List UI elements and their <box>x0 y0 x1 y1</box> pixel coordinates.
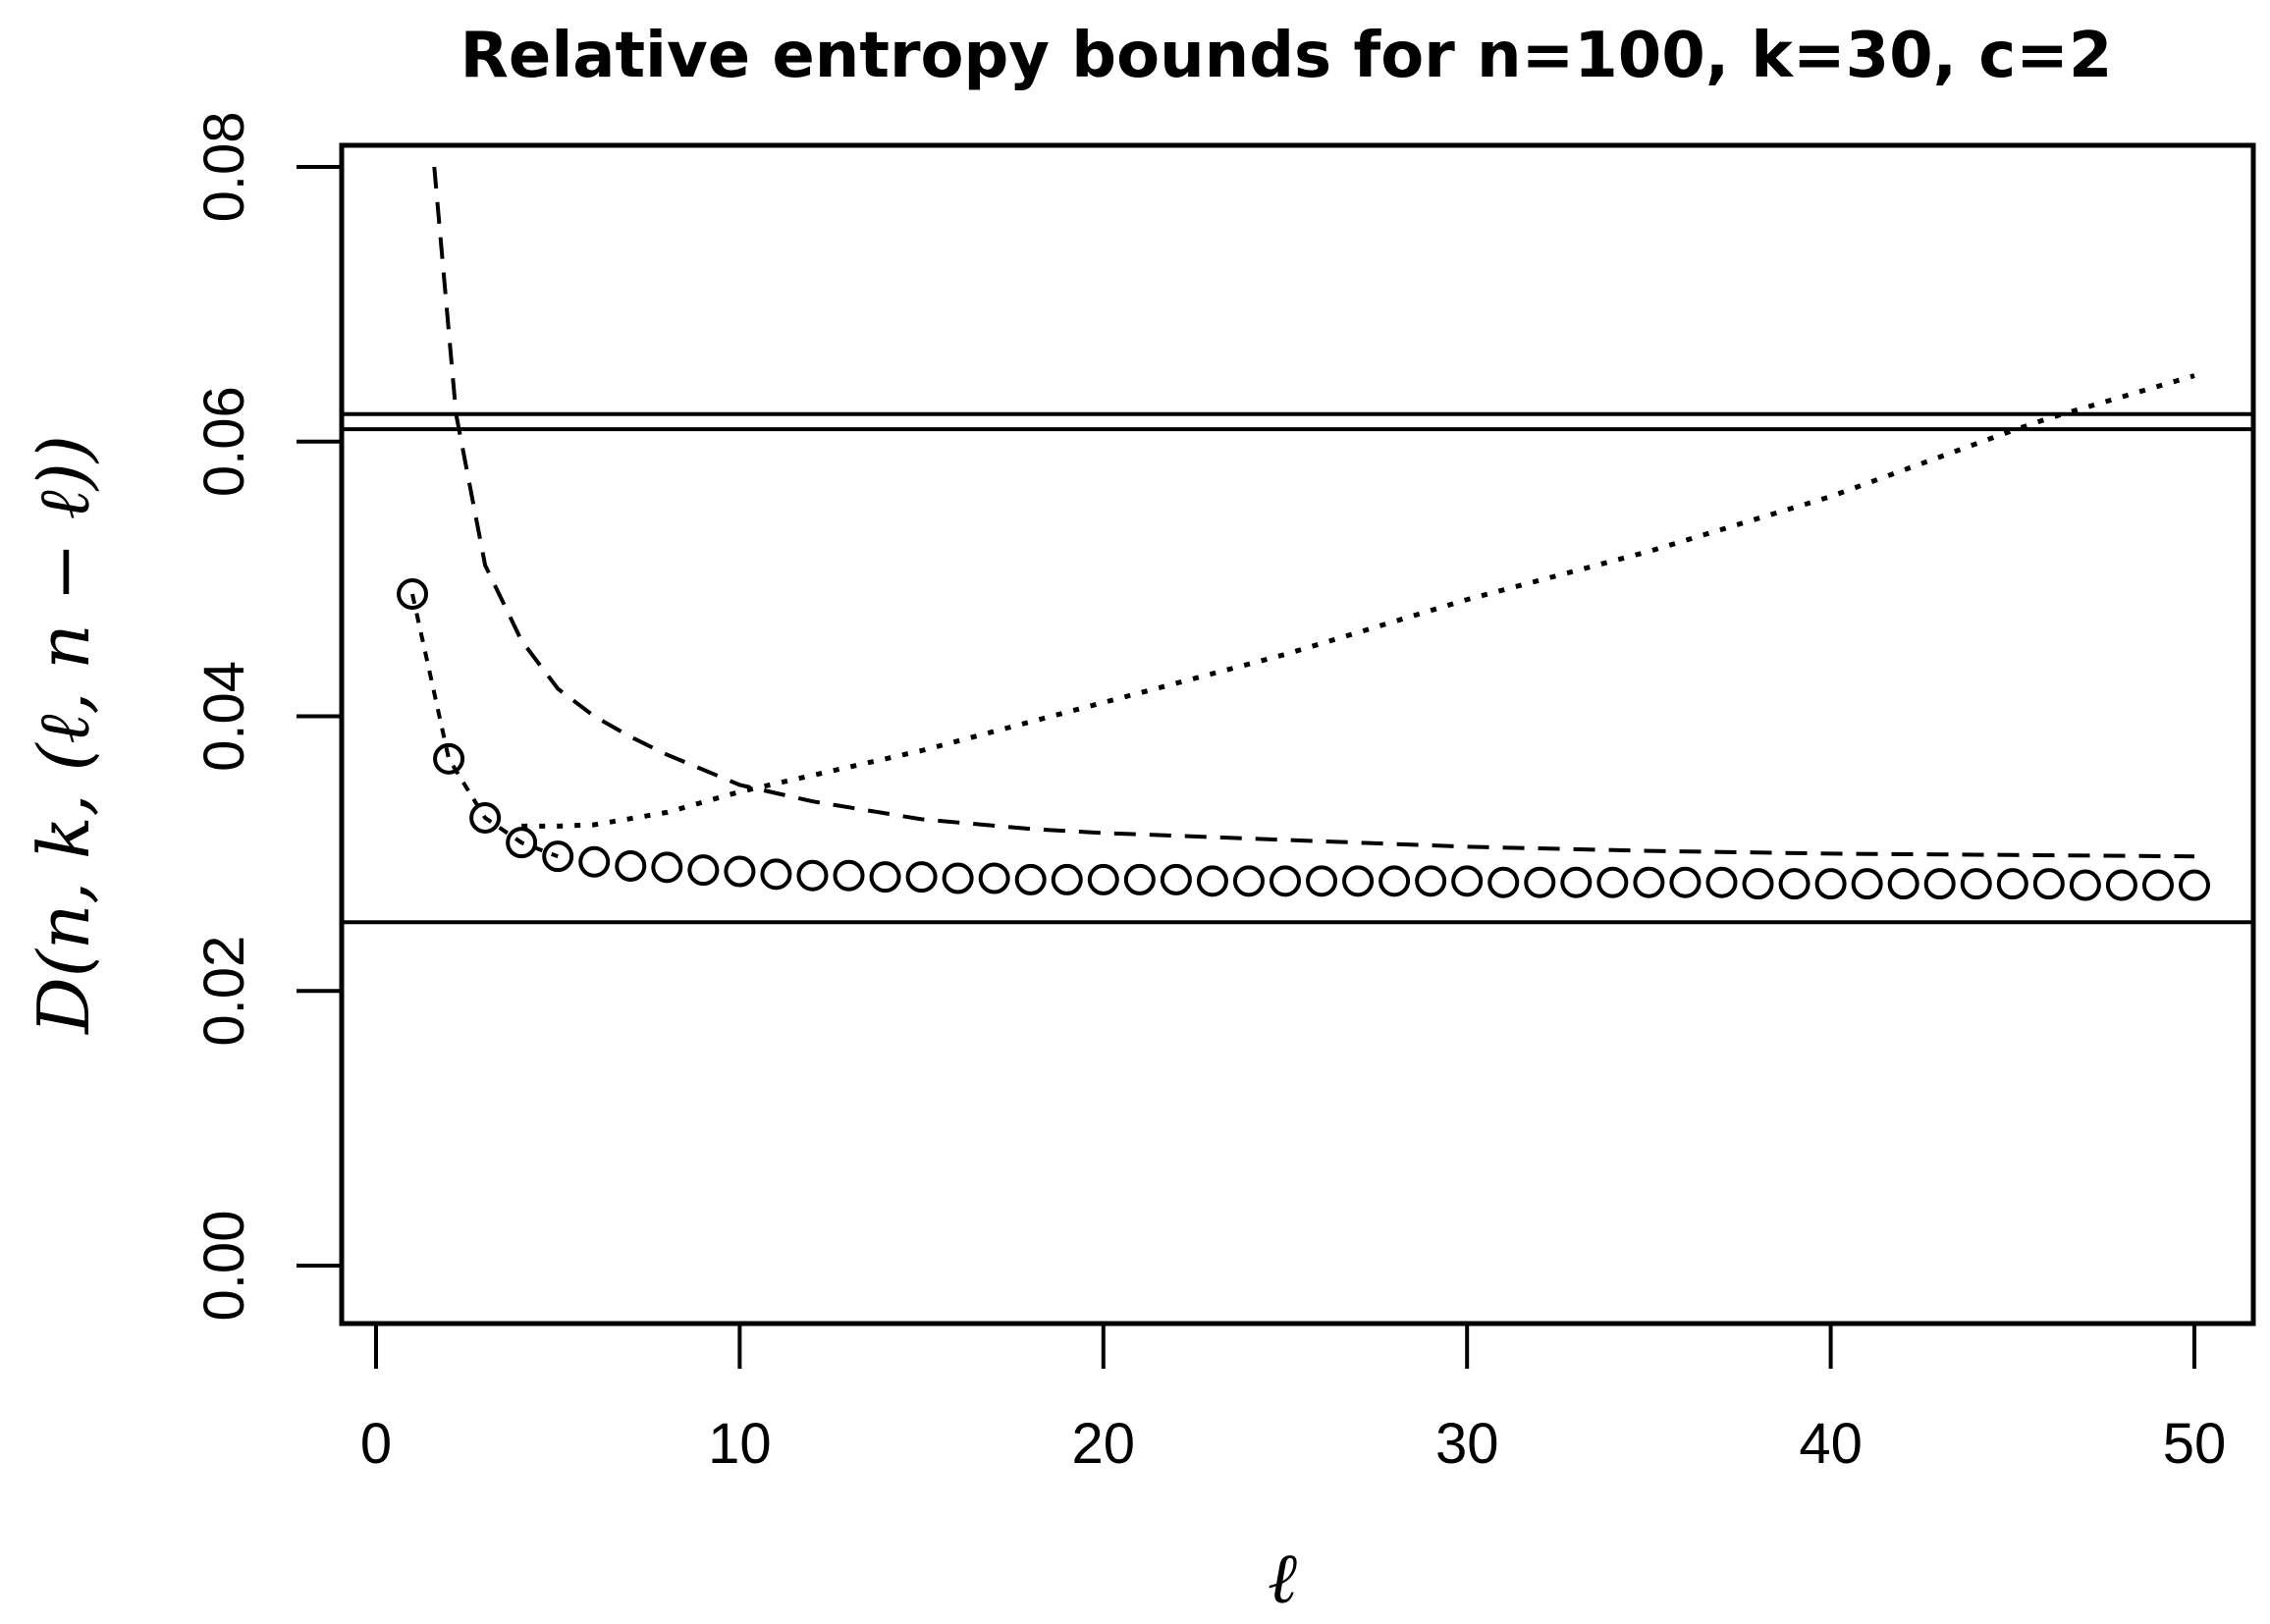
data-point <box>1378 865 1411 897</box>
data-point <box>2105 869 2137 901</box>
data-point <box>1669 866 1702 898</box>
y-tick-label: 0.00 <box>192 1211 256 1322</box>
data-point <box>578 845 611 878</box>
data-point <box>760 858 792 891</box>
data-point <box>796 859 829 892</box>
data-point <box>1596 866 1629 898</box>
x-tick-label: 10 <box>708 1412 772 1476</box>
x-tick-label: 40 <box>1799 1412 1863 1476</box>
x-tick-label: 50 <box>2163 1412 2227 1476</box>
data-point <box>651 851 683 884</box>
data-point <box>433 742 465 775</box>
data-point <box>1014 863 1047 895</box>
data-point <box>2069 869 2101 901</box>
dotted-bound-line <box>521 373 2195 829</box>
data-point <box>1342 865 1375 897</box>
data-point <box>1851 868 1883 900</box>
x-tick-label: 30 <box>1435 1412 1499 1476</box>
data-point <box>1123 863 1156 895</box>
data-point <box>1270 865 1301 897</box>
y-tick-label: 0.06 <box>192 386 256 497</box>
data-point <box>1742 868 1774 900</box>
x-tick-label: 0 <box>360 1412 392 1476</box>
data-point <box>1887 868 1919 900</box>
data-point <box>1923 868 1956 900</box>
data-point <box>1524 866 1556 898</box>
chart-title: Relative entropy bounds for n=100, k=30,… <box>460 20 2113 92</box>
data-point <box>1996 868 2028 900</box>
data-point <box>615 849 647 882</box>
data-point <box>978 862 1010 894</box>
data-point <box>469 801 502 834</box>
y-axis-label: D(n, k, (ℓ, n − ℓ)) <box>23 435 105 1036</box>
plot-area <box>339 142 2256 1326</box>
data-point <box>1306 865 1338 897</box>
data-point <box>1705 866 1738 898</box>
data-point <box>397 577 429 610</box>
circle-series-connector <box>410 593 559 859</box>
data-point <box>724 855 756 888</box>
data-point <box>542 840 574 873</box>
data-point <box>1560 866 1593 898</box>
x-axis-label: ℓ <box>1268 1537 1297 1619</box>
y-tick-label: 0.04 <box>192 661 256 772</box>
data-point <box>1196 865 1228 897</box>
data-point <box>2179 869 2210 901</box>
data-point <box>1960 868 1992 900</box>
x-tick-label: 20 <box>1072 1412 1136 1476</box>
data-point <box>1415 865 1447 897</box>
data-point <box>1633 866 1665 898</box>
data-point <box>2032 868 2065 900</box>
data-point <box>1087 863 1119 895</box>
data-point <box>1778 868 1811 900</box>
data-point <box>1160 863 1192 895</box>
data-point <box>905 861 938 893</box>
data-point <box>687 854 720 887</box>
reference-lines <box>342 411 2253 925</box>
x-axis: 0 10 20 30 40 50 <box>360 1322 2227 1476</box>
y-axis: 0.00 0.02 0.04 0.06 0.08 <box>192 112 344 1322</box>
y-tick-label: 0.08 <box>192 112 256 223</box>
y-tick-label: 0.02 <box>192 936 256 1047</box>
data-point <box>1487 866 1520 898</box>
data-point <box>506 827 538 859</box>
data-point <box>2141 869 2174 901</box>
data-point <box>1814 868 1847 900</box>
data-point <box>833 859 865 892</box>
data-point <box>1232 865 1265 897</box>
data-point <box>1051 863 1083 895</box>
dashed-bound-line <box>432 166 2195 859</box>
data-point <box>869 861 901 893</box>
circle-series-markers <box>397 577 2210 901</box>
data-point <box>942 862 974 894</box>
data-point <box>1451 865 1484 897</box>
